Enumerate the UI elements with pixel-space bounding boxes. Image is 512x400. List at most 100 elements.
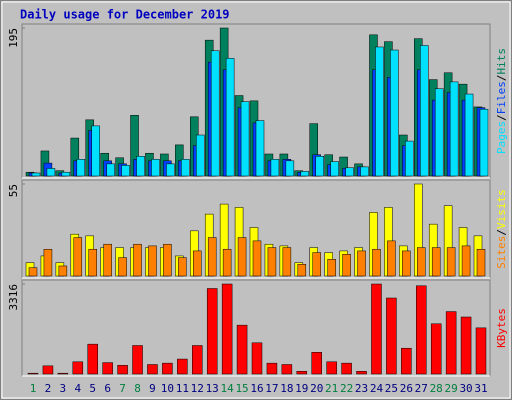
legend-entry: KBytes [495,308,508,348]
bar [417,247,426,277]
bar [192,345,203,375]
y-tick-label: 195 [7,28,20,48]
bar [236,324,248,375]
x-tick-label: 16 [250,382,263,395]
x-tick-label: 23 [355,382,368,395]
bar [225,58,235,177]
bar [371,283,382,375]
bar [31,172,41,177]
x-tick-label: 4 [74,382,81,395]
bar [345,167,354,177]
bar [285,160,295,177]
legend-separator: / [495,114,508,121]
legend: KBytes [495,308,508,348]
x-tick-label: 7 [119,382,126,395]
bar [163,243,172,277]
x-tick-label: 28 [430,382,443,395]
legend-entry: Pages [495,121,508,154]
bar [102,362,113,375]
bar [193,250,202,277]
bar [76,159,86,177]
bar [91,125,100,177]
legend-entry: Hits [495,48,508,75]
x-tick-label: 29 [445,382,458,395]
x-tick-label: 10 [161,382,174,395]
x-tick-label: 1 [30,382,37,395]
x-tick-label: 2 [45,382,52,395]
bar [206,288,218,375]
bar [387,240,396,277]
x-tick-label: 5 [89,382,96,395]
x-tick-label: 14 [221,382,235,395]
y-tick-label: 3316 [7,284,20,311]
y-tick-label: 55 [7,184,20,197]
bar [177,358,188,375]
bar [181,159,190,177]
bar [87,343,98,375]
bar [121,165,130,177]
x-tick-label: 21 [325,382,338,395]
bar [103,243,112,277]
bar [266,362,278,375]
legend-separator: / [495,75,508,82]
bar [464,93,474,177]
bar [341,362,352,375]
bar [147,364,158,375]
bar [270,159,280,177]
bar [178,257,187,277]
bar [166,163,175,177]
bar [372,248,381,277]
bar [151,159,160,177]
legend: Sites/Visits [495,189,508,269]
x-tick-label: 13 [206,382,219,395]
bar [357,250,366,277]
bar [106,163,115,177]
bar [475,327,487,375]
bar [446,247,456,277]
legend-entry: Sites [495,236,508,269]
bar [375,46,384,177]
bar [162,362,173,375]
x-tick-label: 19 [295,382,308,395]
bar [132,345,143,375]
bar [57,372,69,375]
bar [430,323,442,375]
x-tick-label: 25 [385,382,398,395]
bar [43,248,53,277]
bar [445,311,457,375]
bar [46,168,56,177]
bar [281,364,293,375]
x-tick-label: 8 [134,382,141,395]
x-tick-label: 15 [235,382,248,395]
bar [252,240,262,277]
bar [136,156,145,177]
bar [460,316,472,375]
bar [267,247,277,277]
bar [72,361,84,375]
x-tick-label: 17 [265,382,278,395]
bar [390,49,399,177]
bar [27,372,39,375]
bar [88,248,97,277]
bar [42,365,54,375]
bar [401,347,412,375]
x-tick-label: 26 [400,382,413,395]
bar [476,248,486,277]
bar [402,250,411,277]
x-tick-label: 3 [60,382,67,395]
bar [342,254,351,277]
bar [282,247,292,277]
bar [312,252,321,277]
x-tick-label: 30 [459,382,472,395]
bar [449,81,459,177]
bar [222,248,232,277]
x-tick-label: 20 [310,382,323,395]
bar [73,237,83,277]
bar [327,259,336,277]
bar [360,166,369,177]
x-tick-label: 9 [149,382,156,395]
bar [296,371,308,375]
bar [300,171,310,177]
bar [133,243,142,277]
